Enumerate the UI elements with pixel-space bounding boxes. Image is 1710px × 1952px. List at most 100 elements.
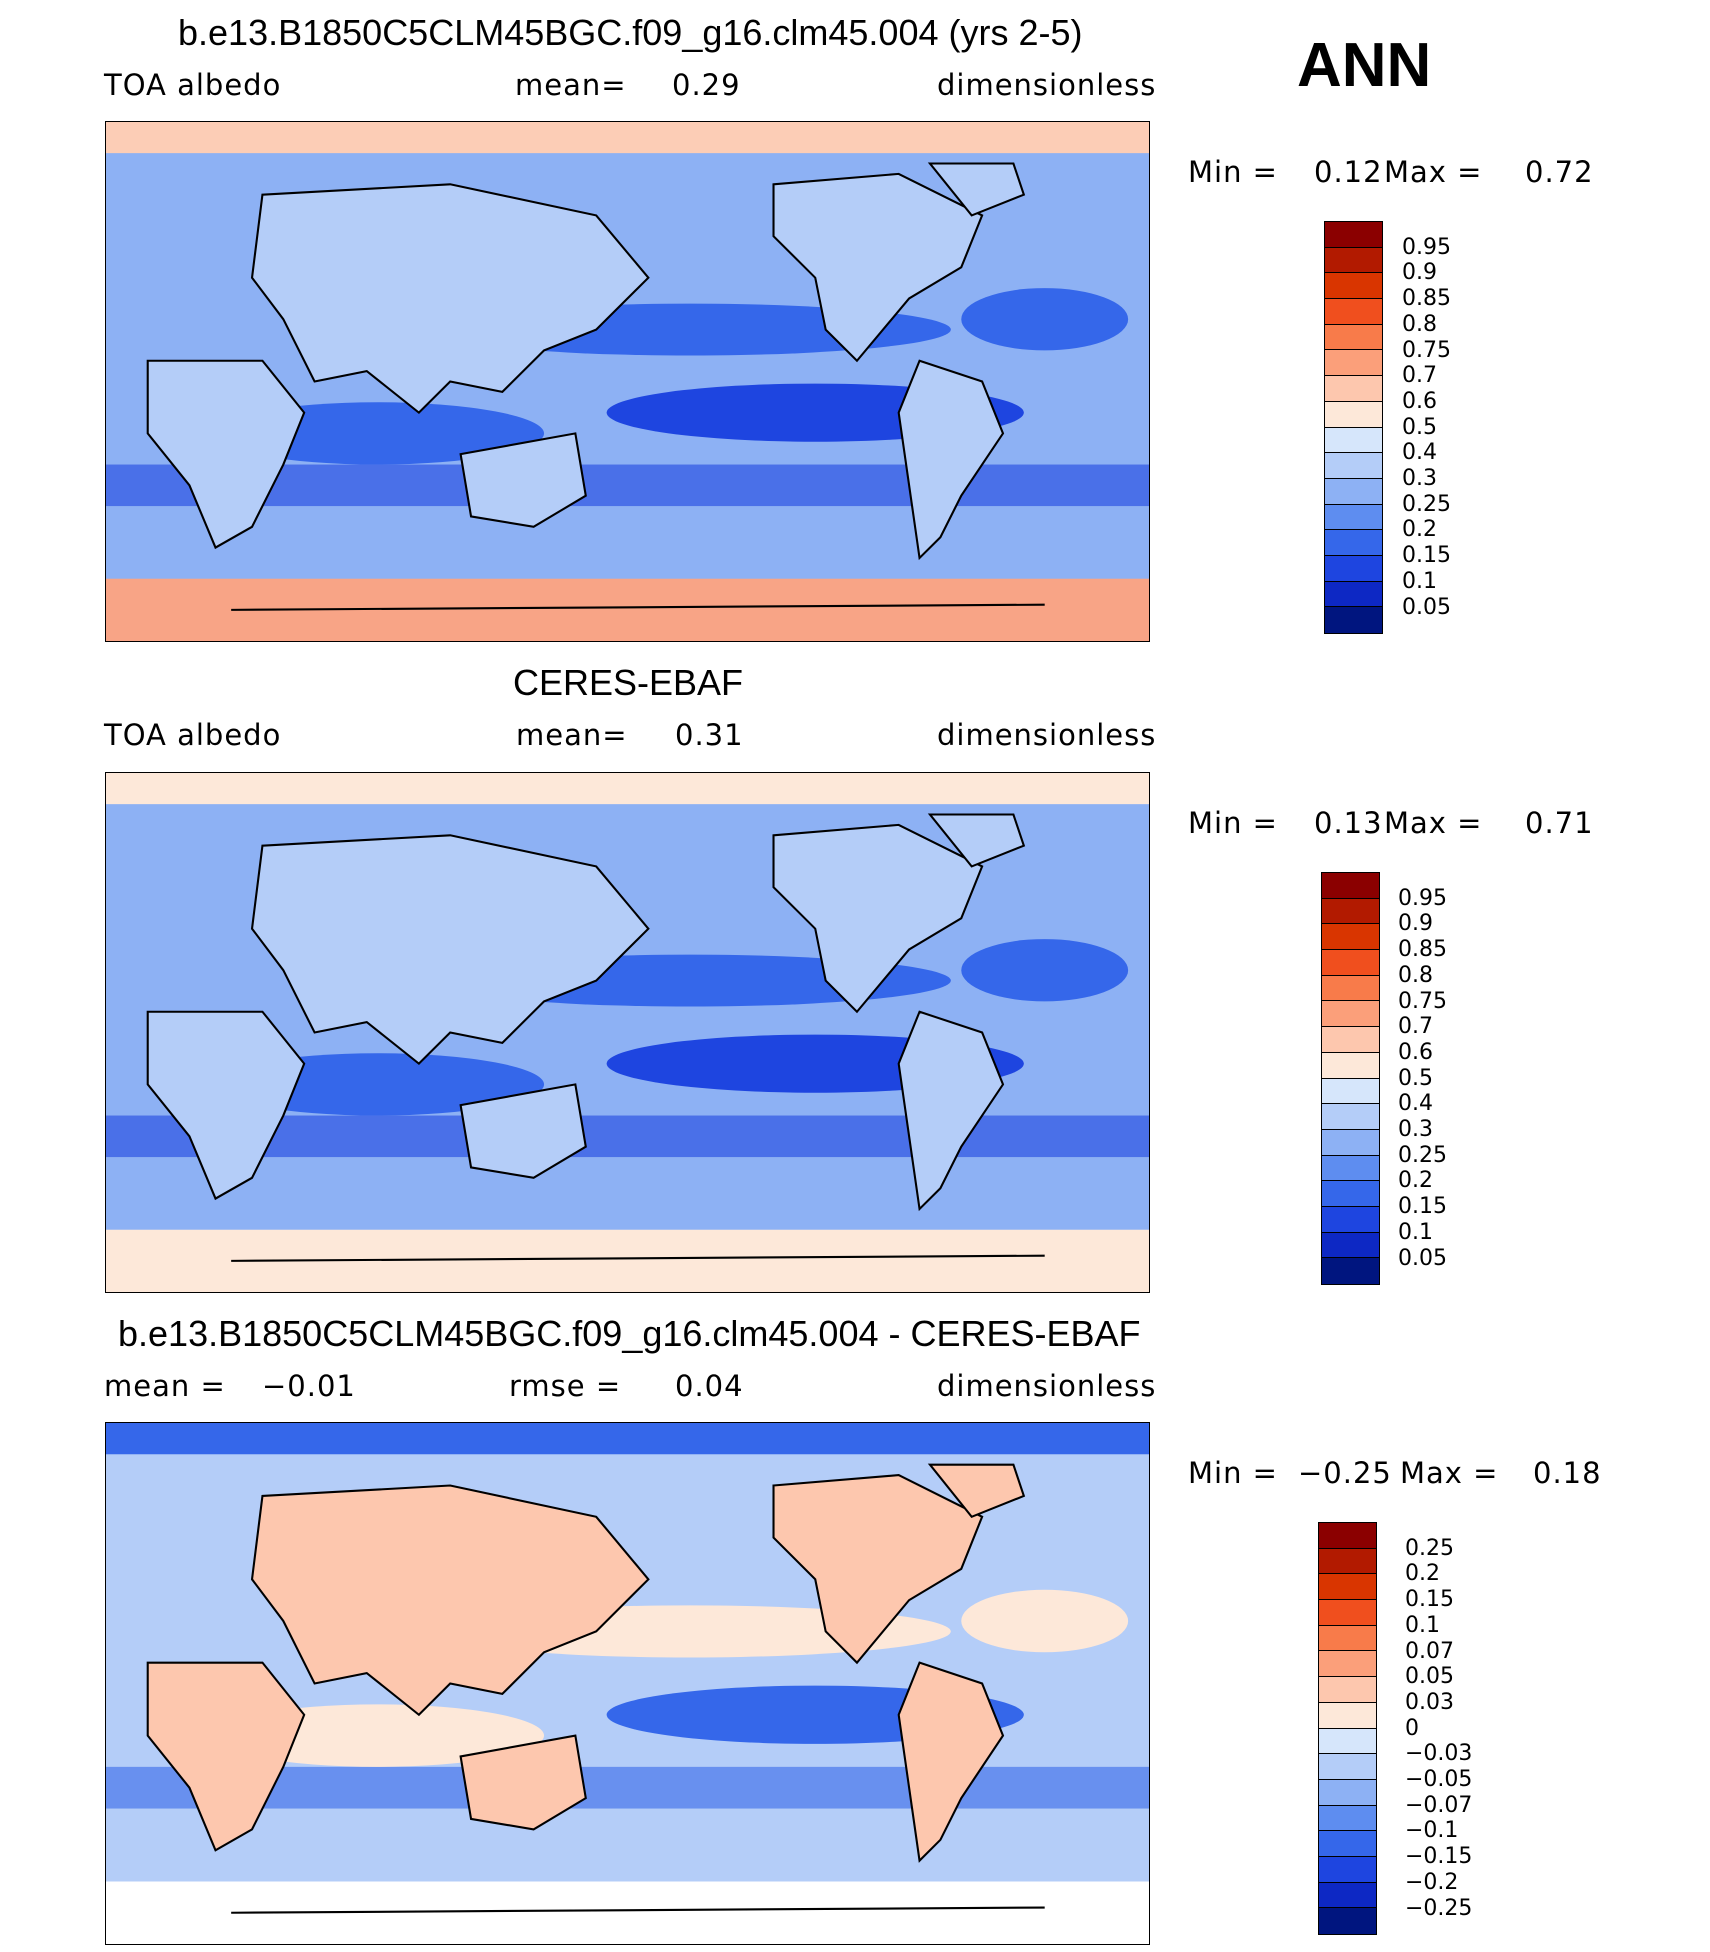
colorbar-level-label: 0.75 — [1402, 337, 1451, 363]
north-polar-band — [106, 773, 1149, 805]
season-label: ANN — [1297, 31, 1432, 100]
colorbar-level-label: 0.25 — [1405, 1535, 1454, 1561]
panel-diff-rmse-value: 0.04 — [675, 1369, 744, 1403]
continent-outline — [459, 432, 587, 528]
colorbar-swatch — [1319, 1728, 1376, 1755]
colorbar-level-label: −0.05 — [1405, 1767, 1473, 1792]
colorbar-swatch — [1319, 1625, 1376, 1652]
colorbar-swatch — [1319, 1651, 1376, 1678]
colorbar-level-label: 0.1 — [1402, 568, 1437, 594]
colorbar-level-label: 0.05 — [1402, 594, 1451, 620]
antarctica-outline — [231, 603, 1045, 611]
colorbar-swatch — [1322, 1001, 1379, 1028]
colorbar-level-label: 0.25 — [1402, 491, 1451, 517]
colorbar-swatch — [1319, 1600, 1376, 1626]
panel-obs-max-label: Max = — [1384, 806, 1483, 840]
panel-diff-min-label: Min = — [1188, 1456, 1278, 1490]
colorbar-swatch — [1319, 1831, 1376, 1857]
atlantic-band — [961, 288, 1129, 351]
colorbar-swatch — [1322, 898, 1379, 925]
panel-model-mean-label: mean= — [515, 68, 627, 102]
continent-outline — [459, 1734, 587, 1831]
map-model — [105, 121, 1150, 642]
colorbar-level-label: 0.03 — [1405, 1689, 1454, 1715]
panel-obs-title: CERES-EBAF — [513, 662, 744, 703]
colorbar-swatch — [1325, 530, 1382, 556]
continent-outline — [927, 1463, 1026, 1519]
colorbar-level-label: 0.07 — [1405, 1638, 1454, 1664]
atlantic-band — [961, 1589, 1129, 1653]
colorbar-swatch — [1322, 1052, 1379, 1079]
world-map — [106, 1423, 1149, 1944]
colorbar-swatch — [1319, 1523, 1376, 1549]
colorbar-level-label: 0.05 — [1398, 1245, 1447, 1271]
continent-outline — [927, 813, 1026, 868]
colorbar-swatch — [1325, 299, 1382, 325]
panel-diff-min-value: −0.25 — [1298, 1456, 1392, 1490]
colorbar-swatch — [1322, 1258, 1379, 1284]
colorbar-level-label: 0.7 — [1402, 363, 1437, 389]
colorbar-level-label: −0.03 — [1405, 1741, 1473, 1767]
colorbar-swatch — [1322, 1232, 1379, 1259]
panel-diff-mean-label: mean = — [104, 1369, 226, 1403]
colorbar-swatch — [1325, 376, 1382, 402]
panel-model-variable: TOA albedo — [104, 68, 282, 102]
panel-diff-max-label: Max = — [1400, 1456, 1499, 1490]
continent-outline — [146, 1661, 306, 1852]
continent-outline — [772, 172, 984, 363]
panel-obs-units: dimensionless — [937, 718, 1157, 752]
colorbar-swatch — [1319, 1805, 1376, 1832]
colorbar-swatch — [1322, 950, 1379, 976]
colorbar-swatch — [1319, 1908, 1376, 1934]
colorbar-swatch — [1325, 607, 1382, 633]
antarctica-outline — [231, 1906, 1045, 1914]
colorbar-level-label: 0.4 — [1402, 440, 1437, 466]
panel-obs-mean-value: 0.31 — [675, 718, 744, 752]
colorbar-swatch — [1325, 555, 1382, 582]
panel-model-max-value: 0.72 — [1525, 155, 1594, 189]
continent-outline — [250, 183, 650, 415]
colorbar-level-label: 0.2 — [1398, 1168, 1433, 1194]
panel-model-title: b.e13.B1850C5CLM45BGC.f09_g16.clm45.004 … — [178, 12, 1083, 53]
colorbar-swatch — [1319, 1677, 1376, 1703]
colorbar-swatch — [1319, 1754, 1376, 1780]
colorbar-swatch — [1325, 350, 1382, 377]
continent-outline — [459, 1083, 587, 1179]
panel-obs-mean-label: mean= — [516, 718, 628, 752]
colorbar-level-label: 0.9 — [1402, 260, 1437, 286]
colorbar-swatch — [1325, 581, 1382, 608]
colorbar-swatch — [1322, 1155, 1379, 1182]
colorbar-swatch — [1325, 504, 1382, 531]
panel-obs-min-value: 0.13 — [1314, 806, 1383, 840]
colorbar-swatch — [1325, 427, 1382, 454]
colorbar-level-label: 0.85 — [1398, 937, 1447, 963]
panel-diff-units: dimensionless — [937, 1369, 1157, 1403]
colorbar-level-label: 0.15 — [1402, 543, 1451, 569]
colorbar-obs — [1321, 872, 1380, 1285]
colorbar-level-label: 0.2 — [1405, 1561, 1440, 1587]
panel-obs-variable: TOA albedo — [104, 718, 282, 752]
colorbar-swatch — [1325, 324, 1382, 351]
colorbar-level-label: 0.8 — [1402, 311, 1437, 337]
colorbar-swatch — [1319, 1856, 1376, 1883]
colorbar-model — [1324, 221, 1383, 634]
colorbar-swatch — [1325, 453, 1382, 479]
map-obs — [105, 772, 1150, 1293]
panel-diff-title: b.e13.B1850C5CLM45BGC.f09_g16.clm45.004 … — [118, 1313, 1141, 1354]
colorbar-level-label: −0.15 — [1405, 1844, 1473, 1870]
colorbar-swatch — [1322, 1129, 1379, 1156]
colorbar-level-label: 0.2 — [1402, 517, 1437, 543]
colorbar-level-label: 0.25 — [1398, 1142, 1447, 1168]
panel-diff-mean-value: −0.01 — [262, 1369, 356, 1403]
colorbar-swatch — [1325, 401, 1382, 428]
colorbar-level-label: 0.75 — [1398, 988, 1447, 1014]
colorbar-swatch — [1325, 247, 1382, 274]
colorbar-swatch — [1319, 1702, 1376, 1729]
colorbar-level-label: 0.85 — [1402, 286, 1451, 312]
colorbar-level-label: 0.3 — [1398, 1117, 1433, 1142]
colorbar-swatch — [1322, 1104, 1379, 1130]
continent-outline — [897, 1010, 1005, 1212]
continent-outline — [897, 1661, 1005, 1863]
panel-diff-rmse-label: rmse = — [509, 1369, 622, 1403]
colorbar-swatch — [1319, 1882, 1376, 1909]
